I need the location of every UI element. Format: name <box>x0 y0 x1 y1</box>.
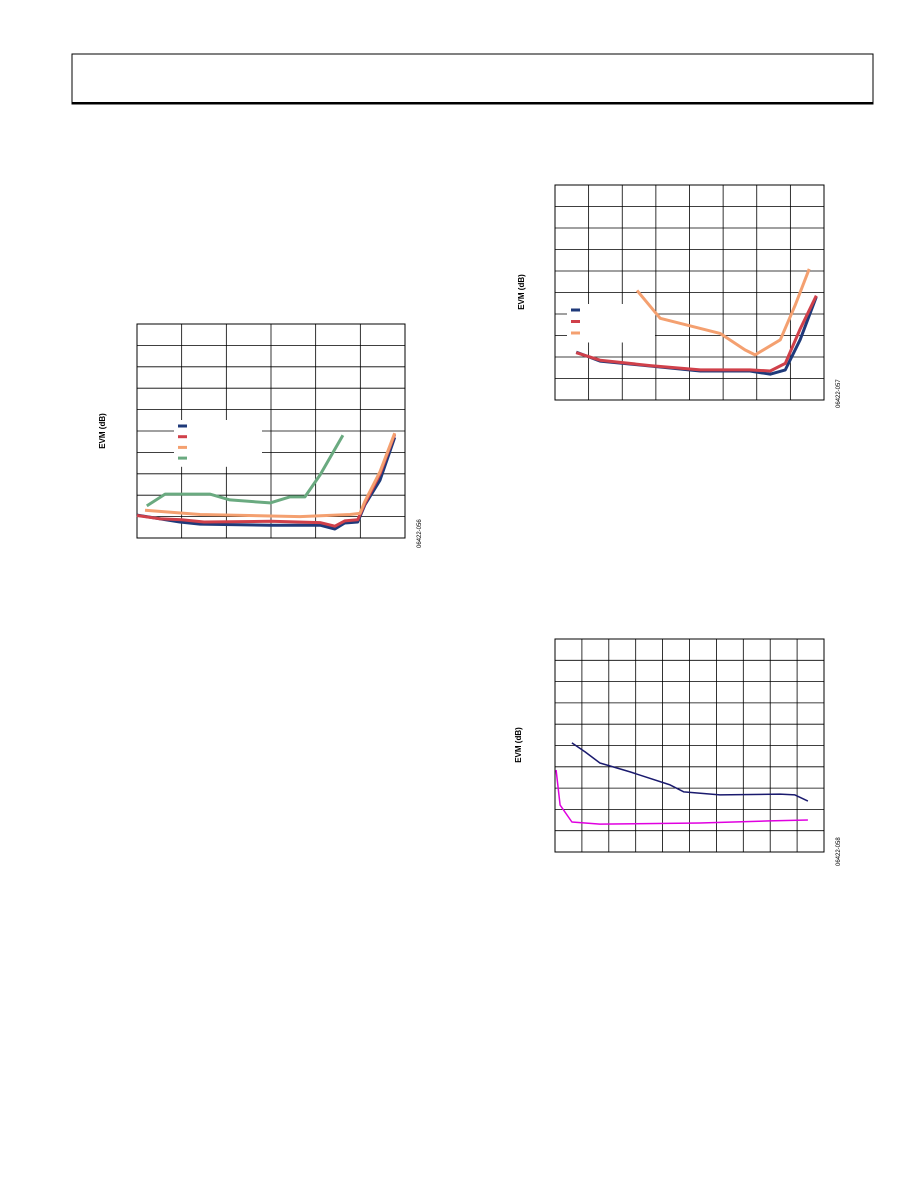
series-line <box>635 268 811 357</box>
figure-id: 06422-056 <box>417 519 423 548</box>
figure-id: 06422-058 <box>836 837 842 866</box>
header-box <box>71 53 874 105</box>
legend-box <box>567 304 655 343</box>
series-line <box>145 434 345 508</box>
plot-frame <box>136 323 406 539</box>
series-line <box>144 432 397 519</box>
figure-id: 06422-057 <box>836 379 842 408</box>
plot-frame <box>554 638 825 853</box>
series-line <box>555 769 808 825</box>
y-axis-label: EVM (dB) <box>98 413 107 449</box>
y-axis-label: EVM (dB) <box>514 727 523 763</box>
series-line <box>575 295 818 373</box>
y-axis-label: EVM (dB) <box>517 274 526 310</box>
plot-frame <box>554 184 825 401</box>
legend-box <box>174 420 262 467</box>
series-line <box>571 742 809 802</box>
